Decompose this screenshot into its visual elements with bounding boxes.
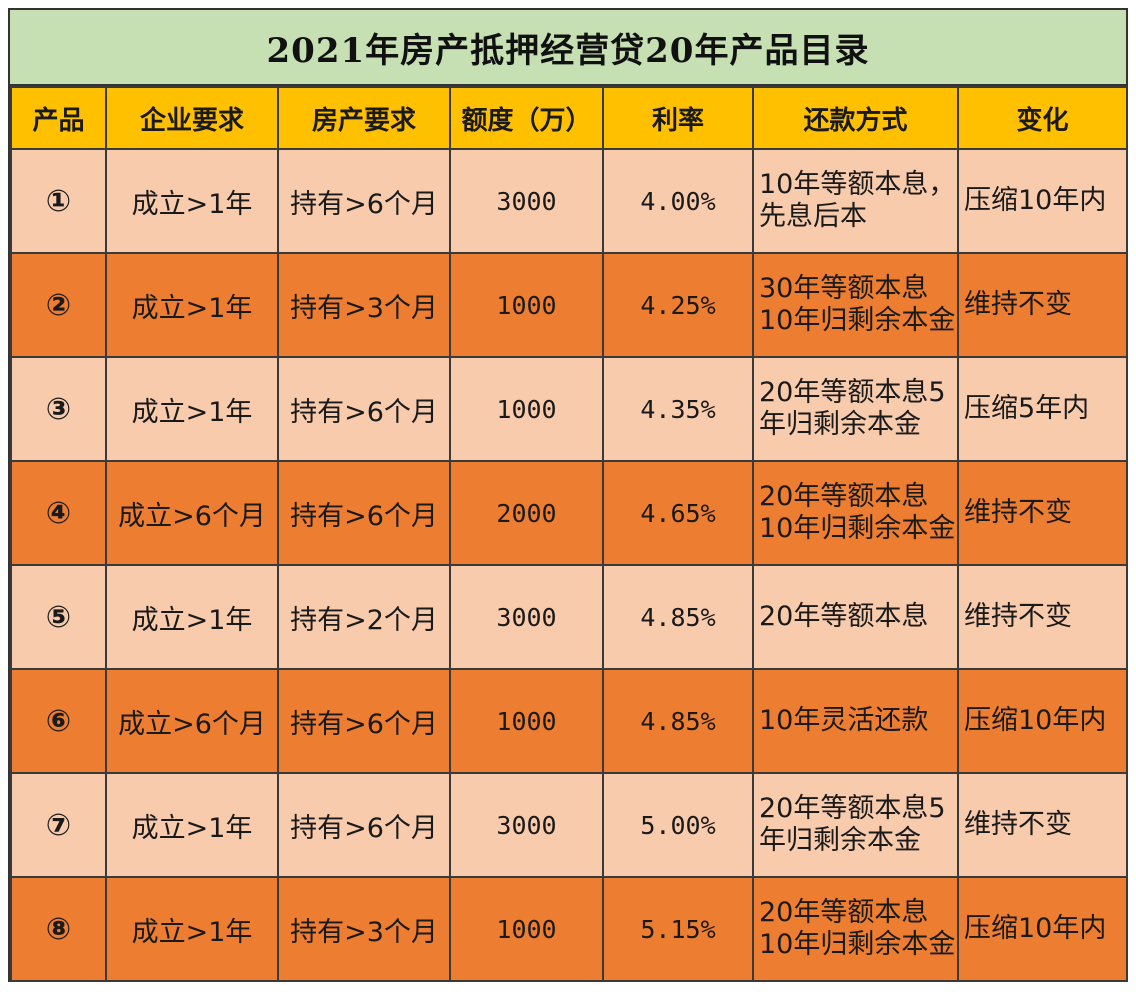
table-row: ② 成立>1年 持有>3个月 1000 4.25% 30年等额本息10年归剩余本…: [10, 252, 1128, 358]
table-row: ⑧ 成立>1年 持有>3个月 1000 5.15% 20年等额本息10年归剩余本…: [10, 876, 1128, 982]
repayment-method: 20年等额本息10年归剩余本金: [752, 876, 959, 982]
header-company-requirement: 企业要求: [105, 86, 279, 150]
table-row: ⑤ 成立>1年 持有>2个月 3000 4.85% 20年等额本息 维持不变: [10, 564, 1128, 670]
product-id: ⑥: [10, 668, 107, 774]
rate: 5.15%: [602, 876, 754, 982]
company-requirement: 成立>1年: [105, 876, 279, 982]
company-requirement: 成立>1年: [105, 772, 279, 878]
change: 维持不变: [957, 252, 1128, 358]
repayment-method: 20年等额本息10年归剩余本金: [752, 460, 959, 566]
header-change: 变化: [957, 86, 1128, 150]
table-title: 2021年房产抵押经营贷20年产品目录: [10, 10, 1126, 86]
change: 维持不变: [957, 772, 1128, 878]
amount: 1000: [449, 876, 604, 982]
property-requirement: 持有>6个月: [277, 148, 451, 254]
change: 压缩5年内: [957, 356, 1128, 462]
company-requirement: 成立>1年: [105, 252, 279, 358]
rate: 4.00%: [602, 148, 754, 254]
property-requirement: 持有>2个月: [277, 564, 451, 670]
amount: 3000: [449, 564, 604, 670]
amount: 1000: [449, 668, 604, 774]
rate: 4.85%: [602, 564, 754, 670]
product-table: 产品 企业要求 房产要求 额度（万） 利率 还款方式 变化 ① 成立>1年 持有…: [10, 86, 1128, 982]
amount: 1000: [449, 356, 604, 462]
header-repayment: 还款方式: [752, 86, 959, 150]
property-requirement: 持有>6个月: [277, 668, 451, 774]
header-product: 产品: [10, 86, 107, 150]
table-row: ⑦ 成立>1年 持有>6个月 3000 5.00% 20年等额本息5年归剩余本金…: [10, 772, 1128, 878]
table-row: ⑥ 成立>6个月 持有>6个月 1000 4.85% 10年灵活还款 压缩10年…: [10, 668, 1128, 774]
product-id: ①: [10, 148, 107, 254]
header-rate: 利率: [602, 86, 754, 150]
repayment-method: 30年等额本息10年归剩余本金: [752, 252, 959, 358]
property-requirement: 持有>3个月: [277, 876, 451, 982]
repayment-method: 20年等额本息: [752, 564, 959, 670]
repayment-method: 10年等额本息，先息后本: [752, 148, 959, 254]
company-requirement: 成立>1年: [105, 148, 279, 254]
header-property-requirement: 房产要求: [277, 86, 451, 150]
table-row: ④ 成立>6个月 持有>6个月 2000 4.65% 20年等额本息10年归剩余…: [10, 460, 1128, 566]
rate: 4.85%: [602, 668, 754, 774]
product-id: ②: [10, 252, 107, 358]
rate: 4.35%: [602, 356, 754, 462]
repayment-method: 10年灵活还款: [752, 668, 959, 774]
amount: 3000: [449, 772, 604, 878]
product-id: ⑦: [10, 772, 107, 878]
change: 维持不变: [957, 460, 1128, 566]
rate: 5.00%: [602, 772, 754, 878]
company-requirement: 成立>1年: [105, 356, 279, 462]
amount: 2000: [449, 460, 604, 566]
repayment-method: 20年等额本息5年归剩余本金: [752, 772, 959, 878]
rate: 4.65%: [602, 460, 754, 566]
company-requirement: 成立>6个月: [105, 668, 279, 774]
property-requirement: 持有>6个月: [277, 460, 451, 566]
repayment-method: 20年等额本息5年归剩余本金: [752, 356, 959, 462]
product-id: ⑤: [10, 564, 107, 670]
product-catalog-table-container: 2021年房产抵押经营贷20年产品目录 产品 企业要求 房产要求 额度（万） 利…: [8, 8, 1128, 982]
table-row: ③ 成立>1年 持有>6个月 1000 4.35% 20年等额本息5年归剩余本金…: [10, 356, 1128, 462]
amount: 1000: [449, 252, 604, 358]
amount: 3000: [449, 148, 604, 254]
company-requirement: 成立>1年: [105, 564, 279, 670]
change: 维持不变: [957, 564, 1128, 670]
product-id: ⑧: [10, 876, 107, 982]
change: 压缩10年内: [957, 876, 1128, 982]
change: 压缩10年内: [957, 668, 1128, 774]
table-row: ① 成立>1年 持有>6个月 3000 4.00% 10年等额本息，先息后本 压…: [10, 148, 1128, 254]
property-requirement: 持有>3个月: [277, 252, 451, 358]
company-requirement: 成立>6个月: [105, 460, 279, 566]
product-id: ③: [10, 356, 107, 462]
property-requirement: 持有>6个月: [277, 772, 451, 878]
rate: 4.25%: [602, 252, 754, 358]
property-requirement: 持有>6个月: [277, 356, 451, 462]
product-id: ④: [10, 460, 107, 566]
header-row: 产品 企业要求 房产要求 额度（万） 利率 还款方式 变化: [10, 86, 1128, 150]
change: 压缩10年内: [957, 148, 1128, 254]
header-amount: 额度（万）: [449, 86, 604, 150]
